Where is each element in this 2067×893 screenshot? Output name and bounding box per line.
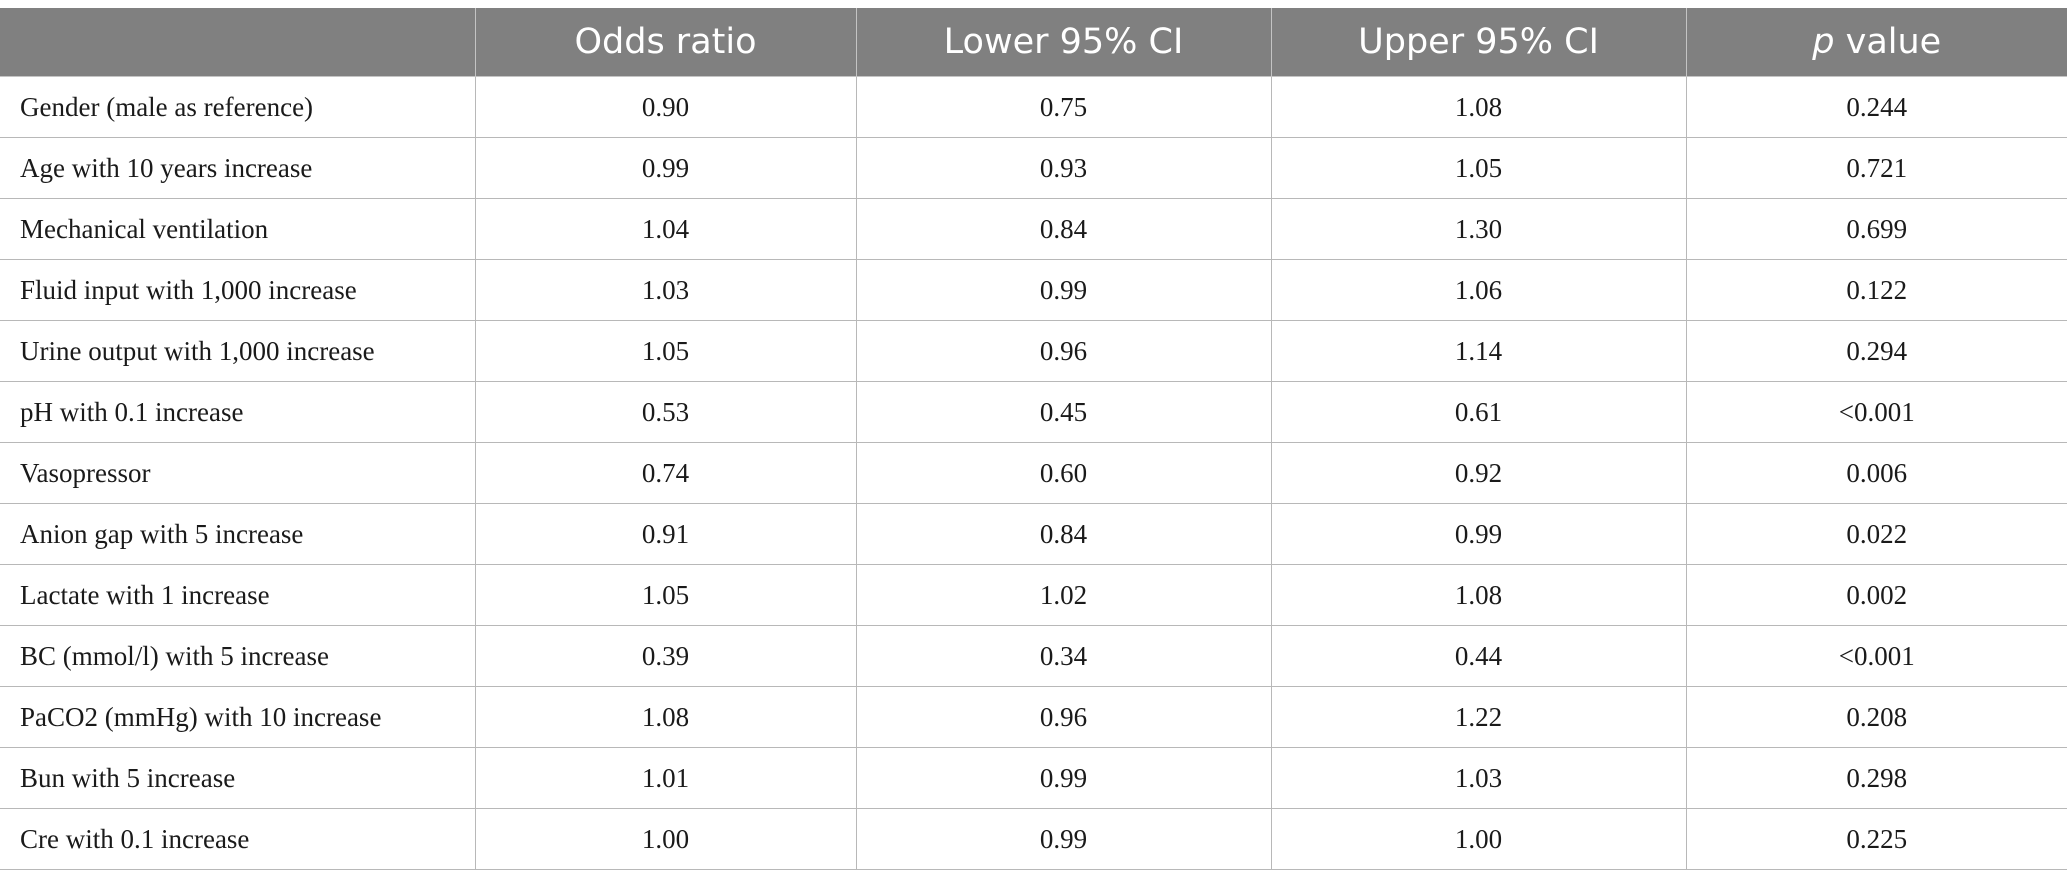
odds-ratio-cell: 1.04: [475, 198, 857, 260]
lower-ci-cell: 0.99: [856, 808, 1272, 870]
table-row: Fluid input with 1,000 increase 1.03 0.9…: [0, 259, 2067, 321]
p-value-cell: 0.294: [1686, 320, 2067, 382]
header-odds-ratio: Odds ratio: [475, 8, 857, 77]
p-value-cell: 0.208: [1686, 686, 2067, 748]
p-value-cell: 0.721: [1686, 137, 2067, 199]
lower-ci-cell: 0.84: [856, 198, 1272, 260]
table-row: Lactate with 1 increase 1.05 1.02 1.08 0…: [0, 564, 2067, 626]
p-value-cell: 0.022: [1686, 503, 2067, 565]
odds-ratio-cell: 0.91: [475, 503, 857, 565]
lower-ci-cell: 0.75: [856, 76, 1272, 138]
lower-ci-cell: 0.96: [856, 686, 1272, 748]
odds-ratio-cell: 0.99: [475, 137, 857, 199]
odds-ratio-cell: 0.39: [475, 625, 857, 687]
table-row: BC (mmol/l) with 5 increase 0.39 0.34 0.…: [0, 625, 2067, 687]
upper-ci-cell: 1.03: [1271, 747, 1687, 809]
table-row: Anion gap with 5 increase 0.91 0.84 0.99…: [0, 503, 2067, 565]
upper-ci-cell: 1.30: [1271, 198, 1687, 260]
row-label: Vasopressor: [0, 442, 476, 504]
odds-ratio-cell: 1.00: [475, 808, 857, 870]
lower-ci-cell: 0.60: [856, 442, 1272, 504]
upper-ci-cell: 1.00: [1271, 808, 1687, 870]
upper-ci-cell: 1.08: [1271, 76, 1687, 138]
row-label: Gender (male as reference): [0, 76, 476, 138]
p-value-cell: 0.244: [1686, 76, 2067, 138]
p-value-cell: 0.225: [1686, 808, 2067, 870]
lower-ci-cell: 0.99: [856, 259, 1272, 321]
header-lower-ci: Lower 95% CI: [856, 8, 1272, 77]
row-label: Cre with 0.1 increase: [0, 808, 476, 870]
row-label: Urine output with 1,000 increase: [0, 320, 476, 382]
p-value-cell: <0.001: [1686, 381, 2067, 443]
header-upper-ci: Upper 95% CI: [1271, 8, 1687, 77]
table-header: Odds ratio Lower 95% CI Upper 95% CI p v…: [0, 8, 2067, 77]
upper-ci-cell: 1.06: [1271, 259, 1687, 321]
row-label: Age with 10 years increase: [0, 137, 476, 199]
p-value-cell: 0.699: [1686, 198, 2067, 260]
table-row: pH with 0.1 increase 0.53 0.45 0.61 <0.0…: [0, 381, 2067, 443]
odds-ratio-cell: 0.74: [475, 442, 857, 504]
upper-ci-cell: 1.05: [1271, 137, 1687, 199]
p-value-cell: 0.006: [1686, 442, 2067, 504]
lower-ci-cell: 1.02: [856, 564, 1272, 626]
header-variable: [0, 8, 476, 77]
row-label: Mechanical ventilation: [0, 198, 476, 260]
lower-ci-cell: 0.96: [856, 320, 1272, 382]
odds-ratio-table: Odds ratio Lower 95% CI Upper 95% CI p v…: [0, 8, 2067, 870]
header-p-value: p value: [1686, 8, 2067, 77]
odds-ratio-cell: 1.03: [475, 259, 857, 321]
upper-ci-cell: 1.22: [1271, 686, 1687, 748]
odds-ratio-cell: 1.05: [475, 320, 857, 382]
odds-ratio-cell: 0.90: [475, 76, 857, 138]
table-row: Cre with 0.1 increase 1.00 0.99 1.00 0.2…: [0, 808, 2067, 870]
lower-ci-cell: 0.34: [856, 625, 1272, 687]
lower-ci-cell: 0.84: [856, 503, 1272, 565]
odds-ratio-cell: 1.05: [475, 564, 857, 626]
p-value-cell: 0.122: [1686, 259, 2067, 321]
table-body: Gender (male as reference) 0.90 0.75 1.0…: [0, 76, 2067, 870]
row-label: pH with 0.1 increase: [0, 381, 476, 443]
upper-ci-cell: 0.99: [1271, 503, 1687, 565]
odds-ratio-cell: 0.53: [475, 381, 857, 443]
p-value-cell: <0.001: [1686, 625, 2067, 687]
row-label: PaCO2 (mmHg) with 10 increase: [0, 686, 476, 748]
p-value-cell: 0.002: [1686, 564, 2067, 626]
row-label: Lactate with 1 increase: [0, 564, 476, 626]
table-row: Vasopressor 0.74 0.60 0.92 0.006: [0, 442, 2067, 504]
table-row: Bun with 5 increase 1.01 0.99 1.03 0.298: [0, 747, 2067, 809]
lower-ci-cell: 0.93: [856, 137, 1272, 199]
odds-ratio-cell: 1.08: [475, 686, 857, 748]
upper-ci-cell: 1.14: [1271, 320, 1687, 382]
lower-ci-cell: 0.99: [856, 747, 1272, 809]
row-label: Bun with 5 increase: [0, 747, 476, 809]
p-value-cell: 0.298: [1686, 747, 2067, 809]
row-label: Anion gap with 5 increase: [0, 503, 476, 565]
p-value-word: value: [1834, 22, 1942, 62]
odds-ratio-table-container: Odds ratio Lower 95% CI Upper 95% CI p v…: [0, 8, 2067, 870]
upper-ci-cell: 0.92: [1271, 442, 1687, 504]
upper-ci-cell: 0.61: [1271, 381, 1687, 443]
table-row: Age with 10 years increase 0.99 0.93 1.0…: [0, 137, 2067, 199]
p-symbol: p: [1812, 22, 1835, 62]
row-label: BC (mmol/l) with 5 increase: [0, 625, 476, 687]
odds-ratio-cell: 1.01: [475, 747, 857, 809]
table-row: Mechanical ventilation 1.04 0.84 1.30 0.…: [0, 198, 2067, 260]
header-row: Odds ratio Lower 95% CI Upper 95% CI p v…: [0, 8, 2067, 77]
table-row: PaCO2 (mmHg) with 10 increase 1.08 0.96 …: [0, 686, 2067, 748]
lower-ci-cell: 0.45: [856, 381, 1272, 443]
table-row: Urine output with 1,000 increase 1.05 0.…: [0, 320, 2067, 382]
upper-ci-cell: 1.08: [1271, 564, 1687, 626]
row-label: Fluid input with 1,000 increase: [0, 259, 476, 321]
table-row: Gender (male as reference) 0.90 0.75 1.0…: [0, 76, 2067, 138]
upper-ci-cell: 0.44: [1271, 625, 1687, 687]
